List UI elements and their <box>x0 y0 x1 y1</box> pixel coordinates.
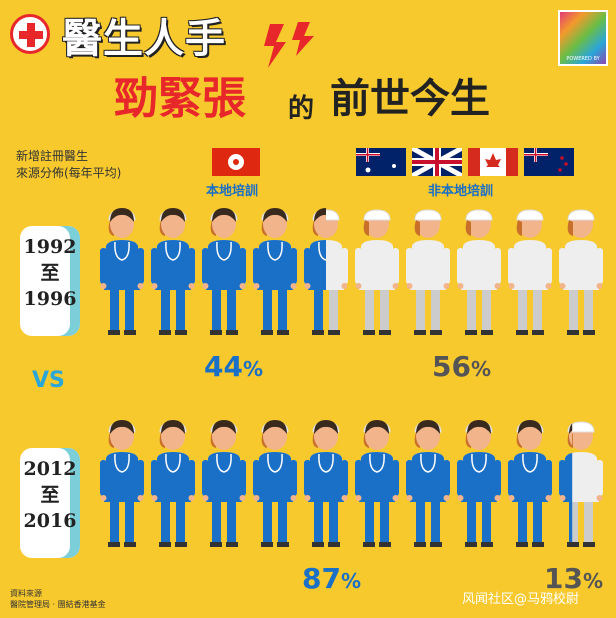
source-note: 資料來源 醫院管理局 · 團結香港基金 <box>10 589 106 609</box>
doctor-figure <box>202 208 246 335</box>
vs-label: VS <box>32 368 65 393</box>
doctor-figure <box>457 420 501 547</box>
doctor-figure <box>202 420 246 547</box>
pct-sign: % <box>242 357 264 381</box>
pct-local-1992: 44% <box>204 350 263 383</box>
doctor-figure <box>559 209 603 335</box>
doctor-figure <box>100 208 144 335</box>
uk-flag-icon <box>412 148 462 176</box>
watermark: 风闻社区@马鸦校尉 <box>462 592 580 607</box>
nonlocal-training-label: 非本地培訓 <box>428 184 494 199</box>
doctor-figure <box>253 420 297 547</box>
doctor-figure <box>559 421 603 547</box>
doctor-figure <box>406 209 450 335</box>
figure-row-1992 <box>100 208 603 335</box>
period-badge-2 <box>20 448 80 558</box>
doctor-figure <box>508 209 552 335</box>
title-line3-small: 的 <box>288 94 315 124</box>
pct-local-2012-value: 87 <box>302 562 341 595</box>
australia-flag-icon <box>356 148 406 176</box>
doctor-figure <box>304 420 348 547</box>
title-line2: 勁緊張 <box>114 73 246 124</box>
doctor-figure <box>355 420 399 547</box>
title-line1: 醫生人手 <box>62 16 226 62</box>
pct-local-2012: 87% <box>302 562 361 595</box>
doctor-figure <box>253 208 297 335</box>
doctor-figure <box>355 209 399 335</box>
logo: POWERED BY <box>558 10 608 66</box>
doctor-figure <box>457 209 501 335</box>
pct-nonlocal-2012: 13% <box>544 562 603 595</box>
doctor-figure <box>406 420 450 547</box>
title-line3-big: 前世今生 <box>330 76 490 122</box>
logo-text: POWERED BY <box>566 56 600 62</box>
legend-text: 新增註冊醫生 來源分佈(每年平均) <box>16 149 122 180</box>
canada-flag-icon <box>468 148 518 176</box>
new-zealand-flag-icon <box>524 148 574 176</box>
doctor-figure <box>151 208 195 335</box>
pct-sign: % <box>340 569 362 593</box>
doctor-figure <box>100 420 144 547</box>
period-label-1: 1992 至 1996 <box>23 236 77 310</box>
pct-sign: % <box>470 357 492 381</box>
pct-nonlocal-1992: 56% <box>432 350 491 383</box>
doctor-figure <box>508 420 552 547</box>
pct-nonlocal-2012-value: 13 <box>544 562 583 595</box>
doctor-figure <box>151 420 195 547</box>
red-cross-icon <box>10 14 50 54</box>
period-label-2: 2012 至 2016 <box>23 458 77 532</box>
local-training-label: 本地培訓 <box>206 184 259 199</box>
period-badge-1 <box>20 226 80 336</box>
pct-sign: % <box>582 569 604 593</box>
pct-local-1992-value: 44 <box>204 350 243 383</box>
figure-row-2012 <box>100 420 603 547</box>
hong-kong-flag-icon <box>212 148 260 176</box>
lightning-icon <box>264 22 314 68</box>
doctor-figure <box>304 208 348 335</box>
pct-nonlocal-1992-value: 56 <box>432 350 471 383</box>
